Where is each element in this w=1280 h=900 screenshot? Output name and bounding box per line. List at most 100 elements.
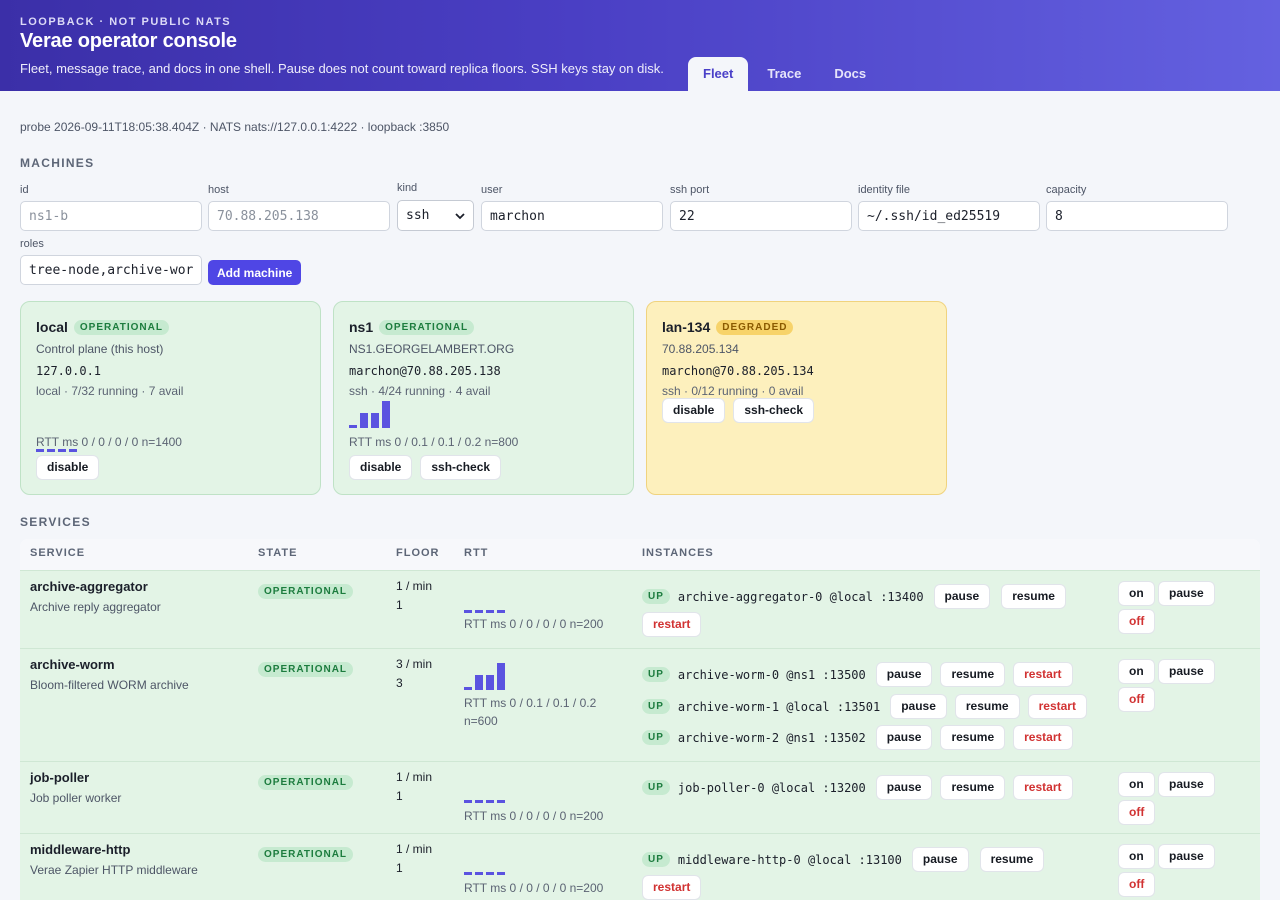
rtt-bar bbox=[475, 675, 483, 690]
on-button[interactable]: on bbox=[1118, 772, 1155, 797]
add-machine-button[interactable]: Add machine bbox=[208, 260, 302, 285]
pause-button[interactable]: pause bbox=[875, 662, 933, 687]
resume-button[interactable]: resume bbox=[954, 694, 1020, 719]
tab-bar: Fleet Trace Docs bbox=[688, 57, 885, 91]
pause-service-button[interactable]: pause bbox=[1158, 581, 1215, 606]
kind-select-value: ssh bbox=[406, 208, 430, 223]
pause-service-button[interactable]: pause bbox=[1158, 772, 1215, 797]
status-badge: OPERATIONAL bbox=[73, 319, 169, 335]
capacity-input[interactable] bbox=[1046, 201, 1228, 231]
restart-button[interactable]: restart bbox=[1013, 775, 1073, 800]
tab-trace[interactable]: Trace bbox=[767, 66, 802, 81]
on-button[interactable]: on bbox=[1118, 581, 1155, 606]
status-badge: OPERATIONAL bbox=[258, 584, 354, 599]
table-row: archive-worm Bloom-filtered WORM archive… bbox=[20, 648, 1260, 761]
col-instances: INSTANCES bbox=[642, 547, 714, 559]
capacity-label: capacity bbox=[1046, 184, 1087, 196]
service-rtt: RTT ms 0 / 0 / 0 / 0 n=200 bbox=[464, 615, 603, 633]
disable-button[interactable]: disable bbox=[36, 455, 100, 480]
status-badge: OPERATIONAL bbox=[258, 662, 354, 677]
chevron-down-icon bbox=[455, 212, 465, 219]
up-badge: UP bbox=[642, 699, 670, 714]
rtt-bar bbox=[475, 610, 483, 613]
floor-rate: 1 / min bbox=[396, 842, 433, 856]
rtt-bar bbox=[475, 800, 483, 803]
instance-name: archive-worm-1 @local :13501 bbox=[677, 699, 881, 714]
restart-button[interactable]: restart bbox=[642, 875, 702, 900]
tab-docs[interactable]: Docs bbox=[834, 66, 867, 81]
service-rtt: RTT ms 0 / 0 / 0 / 0 n=200 bbox=[464, 879, 603, 897]
rtt-bar bbox=[36, 449, 44, 452]
floor-count: 1 bbox=[396, 861, 403, 875]
off-button[interactable]: off bbox=[1118, 800, 1156, 825]
rtt-bar bbox=[486, 872, 494, 875]
restart-button[interactable]: restart bbox=[1027, 694, 1087, 719]
status-badge: DEGRADED bbox=[716, 319, 794, 335]
rtt-line: RTT ms 0 / 0 / 0 / 0 n=200 bbox=[464, 617, 604, 631]
up-badge: UP bbox=[642, 780, 670, 795]
ssh-check-button[interactable]: ssh-check bbox=[420, 455, 502, 480]
id-input[interactable] bbox=[20, 201, 202, 231]
pause-button[interactable]: pause bbox=[933, 584, 991, 609]
machine-name: ns1 bbox=[349, 319, 374, 335]
rtt-bar bbox=[486, 610, 494, 613]
rtt-line: RTT ms 0 / 0 / 0 / 0 n=200 bbox=[464, 881, 604, 895]
pause-button[interactable]: pause bbox=[875, 725, 933, 750]
pause-service-button[interactable]: pause bbox=[1158, 659, 1215, 684]
service-desc: Archive reply aggregator bbox=[30, 600, 161, 614]
resume-button[interactable]: resume bbox=[940, 775, 1006, 800]
restart-button[interactable]: restart bbox=[1013, 662, 1073, 687]
rtt-bar bbox=[69, 449, 77, 452]
roles-input[interactable] bbox=[20, 255, 202, 285]
up-badge: UP bbox=[642, 589, 670, 604]
off-button[interactable]: off bbox=[1118, 872, 1156, 897]
restart-button[interactable]: restart bbox=[642, 612, 702, 637]
services-table: SERVICE STATE FLOOR RTT INSTANCES archiv… bbox=[20, 539, 1260, 900]
rtt-bar bbox=[464, 872, 472, 875]
rtt-sparkline bbox=[464, 662, 505, 690]
pause-button[interactable]: pause bbox=[911, 847, 969, 872]
up-badge: UP bbox=[642, 730, 670, 745]
resume-button[interactable]: resume bbox=[940, 662, 1006, 687]
pause-button[interactable]: pause bbox=[875, 775, 933, 800]
probe-status: probe 2026-09-11T18:05:38.404Z · NATS na… bbox=[20, 120, 450, 134]
off-button[interactable]: off bbox=[1118, 687, 1156, 712]
on-button[interactable]: on bbox=[1118, 659, 1155, 684]
col-floor: FLOOR bbox=[396, 547, 440, 559]
ssh-check-button[interactable]: ssh-check bbox=[733, 398, 815, 423]
resume-button[interactable]: resume bbox=[940, 725, 1006, 750]
rtt-bar bbox=[47, 449, 55, 452]
up-badge: UP bbox=[642, 667, 670, 682]
host-input[interactable] bbox=[208, 201, 390, 231]
identity-file-input[interactable] bbox=[858, 201, 1040, 231]
disable-button[interactable]: disable bbox=[349, 455, 413, 480]
resume-button[interactable]: resume bbox=[1001, 584, 1066, 609]
instance-name: middleware-http-0 @local :13100 bbox=[677, 852, 902, 867]
kind-select[interactable]: ssh bbox=[397, 200, 474, 231]
rtt-bar bbox=[360, 413, 368, 428]
user-input[interactable] bbox=[481, 201, 663, 231]
rtt-bar bbox=[382, 401, 390, 428]
rtt-bar bbox=[58, 449, 66, 452]
pause-button[interactable]: pause bbox=[890, 694, 947, 719]
table-row: middleware-http Verae Zapier HTTP middle… bbox=[20, 833, 1260, 900]
instance-item: UP job-poller-0 @local :13200 pause resu… bbox=[642, 775, 1073, 800]
rtt-sparkline bbox=[464, 585, 505, 613]
table-row: archive-aggregator Archive reply aggrega… bbox=[20, 570, 1260, 648]
instance-item: UP archive-worm-0 @ns1 :13500 pause resu… bbox=[642, 662, 1073, 687]
kind-label: kind bbox=[397, 182, 418, 194]
rtt-sparkline bbox=[464, 847, 505, 875]
off-button[interactable]: off bbox=[1118, 609, 1156, 634]
resume-button[interactable]: resume bbox=[979, 847, 1045, 872]
disable-button[interactable]: disable bbox=[662, 398, 726, 423]
restart-button[interactable]: restart bbox=[1013, 725, 1073, 750]
tab-fleet[interactable]: Fleet bbox=[688, 57, 749, 91]
on-button[interactable]: on bbox=[1118, 844, 1155, 869]
machine-meta: ssh · 0/12 running · 0 avail bbox=[662, 384, 804, 398]
service-rtt: RTT ms 0 / 0 / 0 / 0 n=200 bbox=[464, 807, 603, 825]
pause-service-button[interactable]: pause bbox=[1158, 844, 1215, 869]
machine-addr: marchon@70.88.205.134 bbox=[662, 364, 814, 378]
floor-count: 3 bbox=[396, 676, 403, 690]
ssh-port-input[interactable] bbox=[670, 201, 852, 231]
instance-name: archive-aggregator-0 @local :13400 bbox=[677, 589, 924, 604]
